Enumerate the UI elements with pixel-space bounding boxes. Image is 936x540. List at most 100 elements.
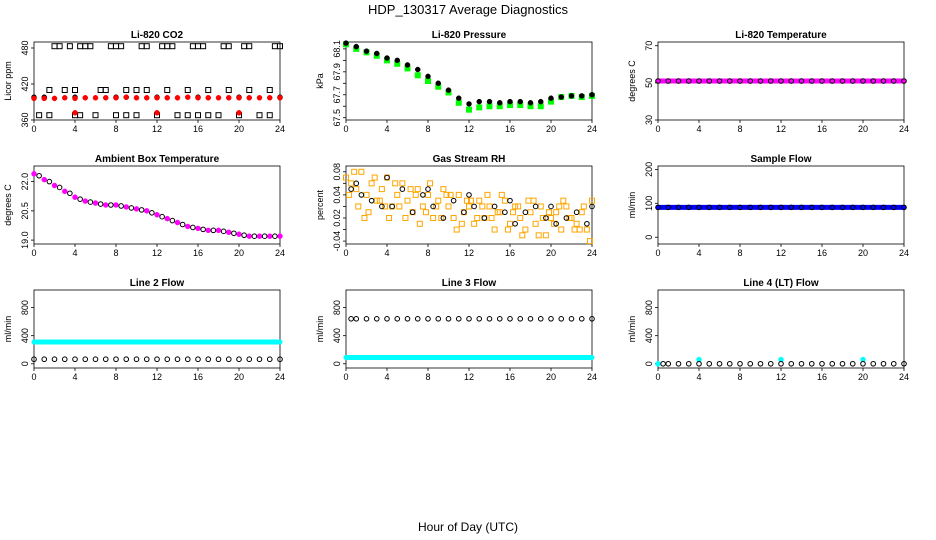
data-point xyxy=(113,95,119,101)
data-point xyxy=(527,316,534,322)
y-tick-label: 200 xyxy=(644,162,654,177)
data-point xyxy=(169,217,176,224)
data-point xyxy=(486,316,493,322)
data-point xyxy=(92,112,99,119)
data-point xyxy=(82,95,88,101)
y-axis-label: ml/min xyxy=(3,316,13,343)
data-point xyxy=(696,204,702,211)
data-point xyxy=(685,360,692,367)
data-point xyxy=(537,316,544,322)
y-tick-label: 0 xyxy=(332,361,342,366)
data-point xyxy=(251,233,258,239)
data-point xyxy=(737,78,743,84)
x-tick-label: 8 xyxy=(113,372,118,382)
data-point xyxy=(184,356,191,363)
data-point xyxy=(798,204,805,211)
data-point xyxy=(348,316,354,322)
y-tick-label: 68.1 xyxy=(332,40,342,58)
data-point xyxy=(481,215,488,221)
data-point xyxy=(267,95,273,101)
data-point xyxy=(185,223,191,230)
x-tick-label: 16 xyxy=(505,248,515,258)
data-point xyxy=(123,204,129,210)
data-point xyxy=(62,188,68,195)
data-point xyxy=(409,209,416,216)
data-point xyxy=(706,78,713,84)
data-point xyxy=(113,43,119,50)
data-point xyxy=(77,112,84,119)
data-point xyxy=(416,220,423,227)
data-point xyxy=(556,203,563,210)
y-tick-label: 800 xyxy=(332,300,342,315)
data-point xyxy=(61,356,68,363)
x-tick-label: 24 xyxy=(275,372,285,382)
y-tick-label: 400 xyxy=(20,328,30,343)
data-point xyxy=(445,316,452,322)
data-point xyxy=(737,360,743,367)
data-point xyxy=(589,92,595,98)
x-tick-label: 20 xyxy=(546,372,556,382)
data-point xyxy=(226,95,232,101)
y-tick-label: -0.04 xyxy=(332,231,342,252)
data-point xyxy=(225,356,232,363)
data-point xyxy=(184,112,191,119)
data-point xyxy=(92,95,99,101)
data-point xyxy=(363,48,370,54)
data-point xyxy=(236,95,242,101)
data-point xyxy=(849,360,856,367)
y-axis-label: kPa xyxy=(315,73,325,89)
data-point xyxy=(501,197,508,204)
x-tick-label: 0 xyxy=(343,372,348,382)
data-point xyxy=(72,95,78,102)
data-point xyxy=(102,356,109,363)
data-point xyxy=(427,180,434,187)
data-point xyxy=(368,180,375,187)
data-point xyxy=(107,43,114,50)
data-point xyxy=(353,180,360,187)
data-point xyxy=(236,110,242,116)
data-point xyxy=(425,316,431,322)
data-point xyxy=(277,233,283,239)
data-point xyxy=(348,180,355,187)
chart-panel-9: Line 4 (LT) Flow ml/min 0 4 8 12 16 20 24 0 400 800 xyxy=(627,278,909,382)
data-point xyxy=(527,209,534,216)
x-tick-label: 4 xyxy=(384,372,389,382)
data-point xyxy=(205,227,211,234)
y-axis-label: degrees C xyxy=(3,184,13,226)
data-point xyxy=(363,191,370,198)
data-point xyxy=(819,360,825,367)
data-point xyxy=(512,220,518,227)
series-1 xyxy=(343,168,595,245)
data-point xyxy=(551,220,558,227)
x-tick-label: 12 xyxy=(776,124,786,134)
y-tick-label: 100 xyxy=(644,196,654,211)
data-point xyxy=(445,87,452,93)
data-point xyxy=(164,87,171,93)
data-point xyxy=(548,203,554,210)
data-point xyxy=(154,110,160,116)
data-point xyxy=(205,95,211,101)
y-tick-label: 30 xyxy=(644,115,654,125)
series-2 xyxy=(348,174,595,227)
data-point xyxy=(685,204,692,211)
data-point xyxy=(174,219,181,226)
chart-panel-5: Gas Stream RH percent 0 4 8 12 16 20 24 -0.04 0.02… xyxy=(315,154,597,258)
data-point xyxy=(563,215,570,221)
data-point xyxy=(486,98,493,105)
data-point xyxy=(195,225,201,232)
data-point xyxy=(484,191,491,198)
data-point xyxy=(860,204,866,211)
data-point xyxy=(778,360,784,367)
plot-frame xyxy=(33,289,281,369)
data-point xyxy=(778,356,784,363)
data-point xyxy=(72,356,78,363)
x-tick-label: 0 xyxy=(343,124,348,134)
data-point xyxy=(241,232,247,239)
data-point xyxy=(256,95,263,101)
data-point xyxy=(143,356,150,363)
data-point xyxy=(246,95,252,101)
data-point xyxy=(870,360,877,367)
data-point xyxy=(849,204,856,211)
data-point xyxy=(443,191,450,198)
